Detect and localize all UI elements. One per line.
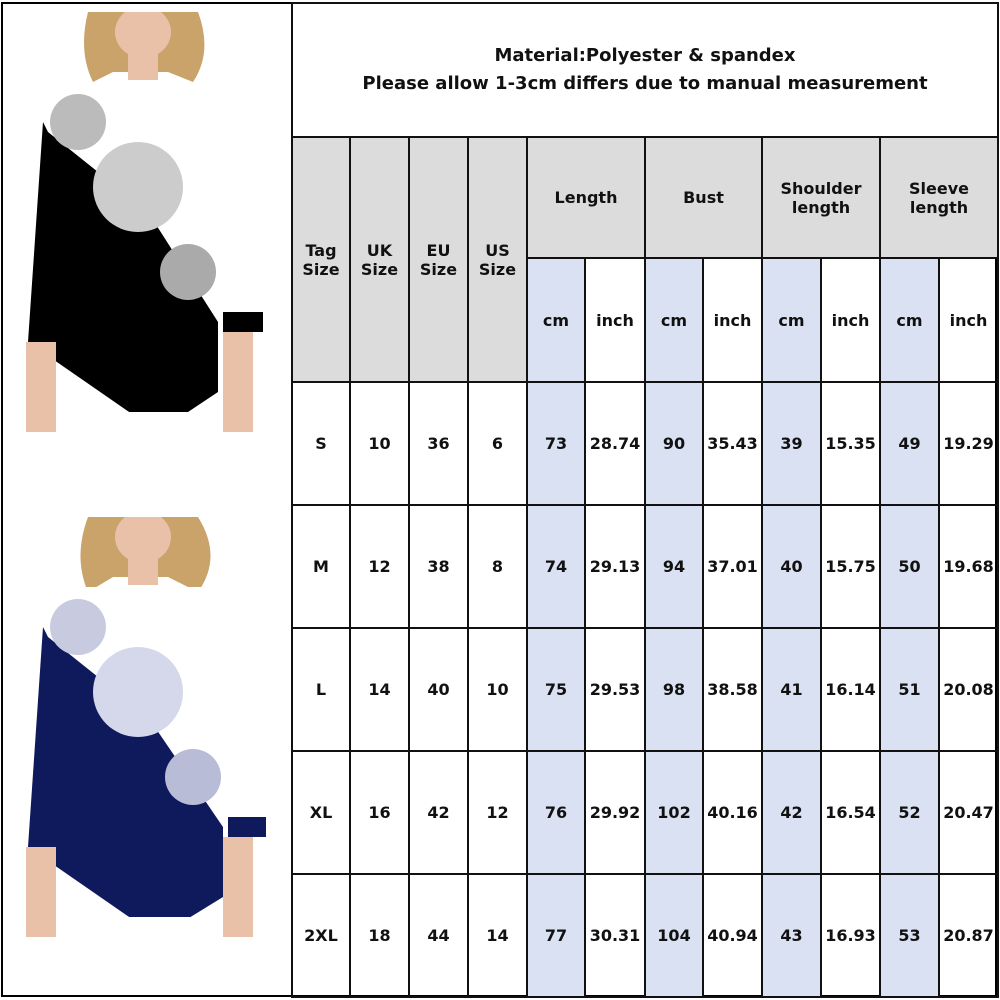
table-row: 2XL 18 44 14 77 30.31 104 40.94 43 16.93 53 20.87: [291, 873, 1000, 998]
table-cell: 38.58: [702, 627, 763, 752]
table-cell: 29.92: [584, 750, 646, 875]
table-cell: 90: [644, 381, 704, 506]
unit-cm: cm: [879, 257, 940, 383]
unit-inch: inch: [584, 257, 646, 383]
table-cell: 40: [761, 504, 822, 629]
table-cell: 35.43: [702, 381, 763, 506]
table-row: S 10 36 6 73 28.74 90 35.43 39 15.35 49 19.29: [291, 381, 1000, 506]
table-cell: 14: [467, 873, 528, 998]
table-cell: 16.54: [820, 750, 881, 875]
model-photo-navy-top: [26, 517, 266, 979]
table-cell: 19.68: [937, 504, 1000, 629]
unit-cm: cm: [761, 257, 822, 383]
table-cell: 20.08: [937, 627, 1000, 752]
table-cell: 12: [467, 750, 528, 875]
table-cell: L: [291, 627, 351, 752]
unit-inch: inch: [702, 257, 763, 383]
header-sleeve-length: Sleeve length: [878, 136, 1000, 259]
table-cell: 30.31: [584, 873, 646, 998]
table-cell: 2XL: [291, 873, 351, 998]
table-cell: 16.14: [820, 627, 881, 752]
table-cell: 16: [349, 750, 410, 875]
table-row: XL 16 42 12 76 29.92 102 40.16 42 16.54 52 20.47: [291, 750, 1000, 875]
measurement-note: Please allow 1-3cm differs due to manual…: [362, 73, 928, 94]
product-photos: [0, 0, 291, 1000]
table-cell: 40.16: [702, 750, 763, 875]
unit-inch: inch: [937, 257, 1000, 383]
size-chart-table: Material:Polyester & spandex Please allo…: [290, 2, 1000, 998]
table-cell: 29.53: [584, 627, 646, 752]
table-cell: 36: [408, 381, 469, 506]
table-cell: 8: [467, 504, 528, 629]
model-photo-black-top: [26, 12, 263, 468]
table-cell: 40: [408, 627, 469, 752]
title-row: Material:Polyester & spandex Please allo…: [290, 2, 1000, 138]
header-shoulder-length: Shoulder length: [761, 136, 881, 259]
table-cell: 20.47: [937, 750, 1000, 875]
table-cell: 15.35: [820, 381, 881, 506]
table-cell: 76: [526, 750, 586, 875]
table-cell: 51: [879, 627, 940, 752]
table-cell: 16.93: [820, 873, 881, 998]
table-cell: 42: [408, 750, 469, 875]
table-cell: 10: [349, 381, 410, 506]
header-tag-size: Tag Size: [291, 136, 351, 383]
header-us-size: US Size: [467, 136, 528, 383]
table-row: L 14 40 10 75 29.53 98 38.58 41 16.14 51 20.08: [291, 627, 1000, 752]
table-cell: XL: [291, 750, 351, 875]
header-length: Length: [526, 136, 646, 259]
table-cell: 77: [526, 873, 586, 998]
table-cell: 104: [644, 873, 704, 998]
group-header-row: Tag Size UK Size EU Size US Size Length Bust…: [291, 136, 1000, 383]
table-cell: 37.01: [702, 504, 763, 629]
table-cell: 74: [526, 504, 586, 629]
header-uk-size: UK Size: [349, 136, 410, 383]
table-cell: 28.74: [584, 381, 646, 506]
table-cell: 15.75: [820, 504, 881, 629]
material-text: Material:Polyester & spandex: [494, 45, 796, 66]
table-row: M 12 38 8 74 29.13 94 37.01 40 15.75 50 19.68: [291, 504, 1000, 629]
table-cell: 98: [644, 627, 704, 752]
table-cell: 6: [467, 381, 528, 506]
table-cell: 39: [761, 381, 822, 506]
table-cell: 41: [761, 627, 822, 752]
table-cell: 20.87: [937, 873, 1000, 998]
unit-cm: cm: [526, 257, 586, 383]
table-cell: 19.29: [937, 381, 1000, 506]
header-bust: Bust: [644, 136, 763, 259]
table-cell: 94: [644, 504, 704, 629]
table-cell: 10: [467, 627, 528, 752]
table-cell: 73: [526, 381, 586, 506]
table-cell: 42: [761, 750, 822, 875]
table-cell: 102: [644, 750, 704, 875]
table-cell: S: [291, 381, 351, 506]
unit-cm: cm: [644, 257, 704, 383]
header-eu-size: EU Size: [408, 136, 469, 383]
table-cell: 40.94: [702, 873, 763, 998]
table-cell: 14: [349, 627, 410, 752]
table-cell: 43: [761, 873, 822, 998]
table-cell: 12: [349, 504, 410, 629]
table-cell: 38: [408, 504, 469, 629]
table-cell: 53: [879, 873, 940, 998]
table-cell: 75: [526, 627, 586, 752]
table-cell: 44: [408, 873, 469, 998]
table-cell: 49: [879, 381, 940, 506]
table-cell: 50: [879, 504, 940, 629]
table-cell: M: [291, 504, 351, 629]
unit-inch: inch: [820, 257, 881, 383]
title-cell: Material:Polyester & spandex Please allo…: [290, 2, 1000, 138]
table-cell: 29.13: [584, 504, 646, 629]
table-cell: 52: [879, 750, 940, 875]
table-cell: 18: [349, 873, 410, 998]
unit-header-row: cm inch cm inch cm inch cm inch: [292, 257, 1000, 383]
